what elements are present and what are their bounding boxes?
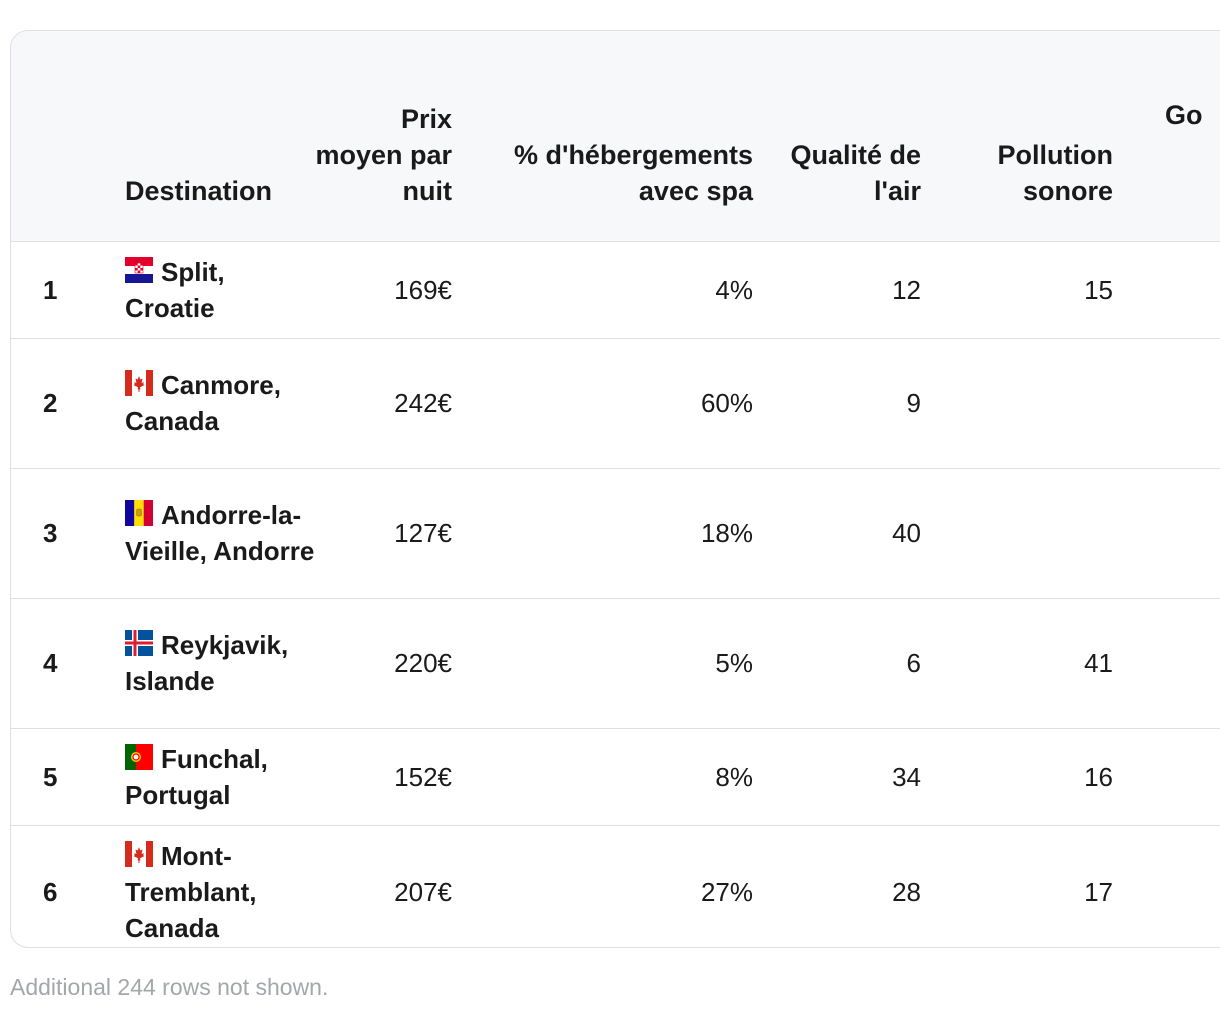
destination-name: Mont-Tremblant, Canada: [125, 840, 257, 943]
price-cell: 152€: [394, 761, 452, 792]
croatia-flag-icon: [125, 256, 153, 283]
rank-cell: 3: [43, 518, 58, 548]
price-cell: 127€: [394, 518, 452, 548]
header-price[interactable]: Prix moyen par nuit: [315, 31, 452, 242]
data-table-card: Destination Prix moyen par nuit % d'hébe…: [10, 30, 1220, 948]
extra-cell: [1113, 338, 1220, 468]
air-quality-cell: 9: [906, 388, 921, 418]
header-air-quality[interactable]: Qualité de l'air: [753, 31, 921, 242]
spa-cell: 60%: [700, 388, 753, 418]
noise-pollution-cell: [921, 468, 1113, 598]
price-cell: 242€: [394, 388, 452, 418]
table-row: 1 Split, Croatie 169€ 4% 12 15: [11, 241, 1220, 338]
extra-cell: [1113, 468, 1220, 598]
spa-cell: 5%: [715, 648, 753, 678]
destinations-table: Destination Prix moyen par nuit % d'hébe…: [11, 31, 1220, 947]
destination-cell: Split, Croatie: [125, 241, 315, 338]
extra-cell: [1113, 825, 1220, 947]
spa-cell: 18%: [700, 518, 753, 548]
table-row: 4 Reykjavik, Islande 220€ 5% 6 41: [11, 598, 1220, 728]
rank-cell: 5: [43, 761, 58, 792]
header-noise-pollution[interactable]: Pollution sonore: [921, 31, 1113, 242]
canada-flag-icon: [125, 840, 153, 867]
header-destination[interactable]: Destination: [125, 31, 315, 242]
table-row: 3 Andorre-la-Vieille, Andorre 127€ 18% 40: [11, 468, 1220, 598]
rows-not-shown-note: Additional 244 rows not shown.: [10, 974, 329, 1000]
noise-pollution-cell: [921, 338, 1113, 468]
destination-name: Canmore, Canada: [125, 370, 281, 436]
air-quality-cell: 6: [906, 648, 921, 678]
table-row: 5 Funchal, Portugal 152€ 8% 34 16: [11, 728, 1220, 825]
destination-cell: Mont-Tremblant, Canada: [125, 825, 315, 947]
noise-pollution-cell: 17: [1084, 876, 1113, 907]
price-cell: 207€: [394, 876, 452, 907]
noise-pollution-cell: 15: [1084, 274, 1113, 305]
rank-cell: 6: [43, 876, 58, 907]
destination-cell: Funchal, Portugal: [125, 728, 315, 825]
price-cell: 169€: [394, 274, 452, 305]
noise-pollution-cell: 41: [1084, 648, 1113, 678]
extra-cell: [1113, 241, 1220, 338]
canada-flag-icon: [125, 370, 153, 396]
iceland-flag-icon: [125, 630, 153, 656]
destination-cell: Andorre-la-Vieille, Andorre: [125, 468, 315, 598]
destination-name: Split, Croatie: [125, 256, 225, 323]
header-extra[interactable]: Go: [1113, 31, 1220, 242]
noise-pollution-cell: 16: [1084, 761, 1113, 792]
rank-cell: 2: [43, 388, 58, 418]
header-spa[interactable]: % d'hébergements avec spa: [452, 31, 753, 242]
table-row: 6 Mont-Tremblant, Canada 207€ 27% 28 17: [11, 825, 1220, 947]
spa-cell: 8%: [715, 761, 753, 792]
air-quality-cell: 40: [892, 518, 921, 548]
rank-cell: 1: [43, 274, 58, 305]
extra-cell: [1113, 728, 1220, 825]
price-cell: 220€: [394, 648, 452, 678]
air-quality-cell: 12: [892, 274, 921, 305]
andorra-flag-icon: [125, 500, 153, 526]
destination-cell: Reykjavik, Islande: [125, 598, 315, 728]
spa-cell: 4%: [715, 274, 753, 305]
spa-cell: 27%: [700, 876, 753, 907]
table-row: 2 Canmore, Canada 242€ 60% 9: [11, 338, 1220, 468]
destination-name: Andorre-la-Vieille, Andorre: [125, 500, 315, 566]
portugal-flag-icon: [125, 743, 153, 770]
destination-name: Reykjavik, Islande: [125, 630, 289, 696]
table-header-row: Destination Prix moyen par nuit % d'hébe…: [11, 31, 1220, 242]
destination-name: Funchal, Portugal: [125, 743, 268, 810]
air-quality-cell: 28: [892, 876, 921, 907]
rank-cell: 4: [43, 648, 58, 678]
destination-cell: Canmore, Canada: [125, 338, 315, 468]
air-quality-cell: 34: [892, 761, 921, 792]
header-rank[interactable]: [11, 31, 125, 242]
extra-cell: [1113, 598, 1220, 728]
